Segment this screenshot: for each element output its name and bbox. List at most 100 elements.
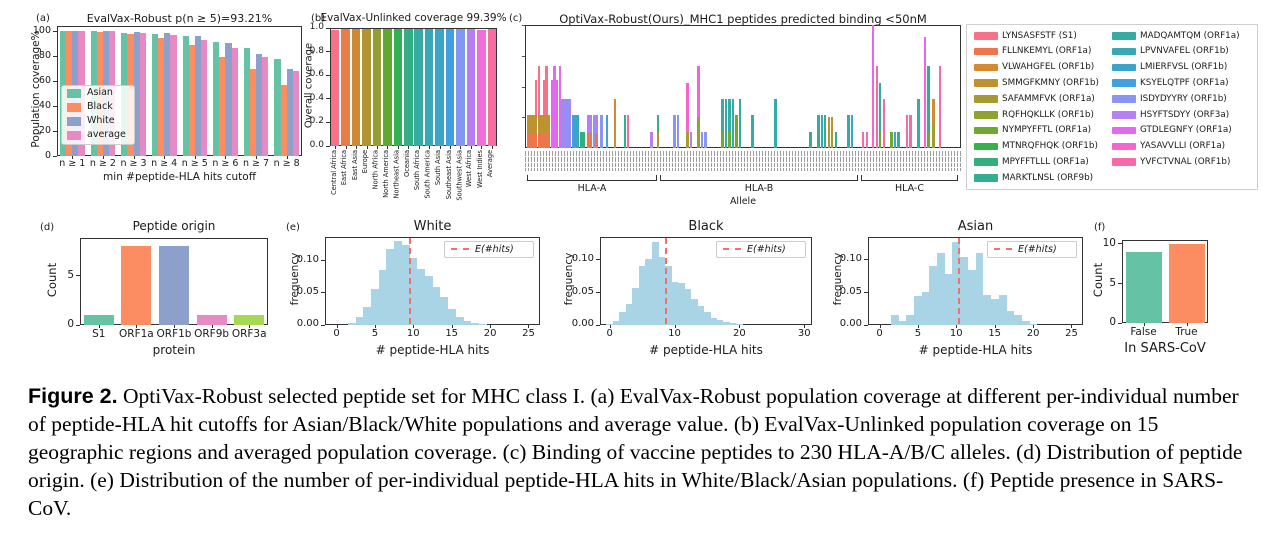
category-bar bbox=[487, 29, 497, 146]
histogram-bin bbox=[671, 281, 679, 325]
x-tick-mark bbox=[460, 146, 462, 149]
category-bar bbox=[456, 29, 465, 146]
allele-bar bbox=[545, 65, 548, 115]
x-tick-mark bbox=[917, 325, 919, 328]
allele-bar bbox=[927, 65, 930, 132]
allele-bar bbox=[721, 98, 724, 132]
allele-bar bbox=[774, 98, 777, 148]
x-tick-mark bbox=[956, 325, 958, 328]
y-tick-label: 0.10 bbox=[571, 253, 594, 265]
legend-swatch bbox=[974, 63, 998, 72]
allele-bar bbox=[569, 98, 572, 148]
x-tick-mark bbox=[174, 325, 175, 328]
x-tick-mark bbox=[491, 146, 493, 149]
allele-bar bbox=[872, 86, 875, 148]
allele-bar bbox=[932, 123, 935, 148]
histogram-bin bbox=[952, 241, 961, 325]
y-tick-label: 0.2 bbox=[309, 116, 324, 127]
allele-bar bbox=[571, 114, 575, 148]
x-tick-label-text: East Africa bbox=[340, 150, 349, 186]
x-tick-mark bbox=[994, 325, 996, 328]
allele-bar bbox=[545, 133, 548, 148]
histogram-bin bbox=[417, 269, 426, 325]
x-tick-mark bbox=[804, 325, 806, 328]
histogram-bin bbox=[1029, 323, 1038, 325]
x-tick-label: n ≥ 8 bbox=[273, 158, 300, 169]
group-bar-average bbox=[170, 35, 177, 156]
y-tick-mark bbox=[76, 324, 80, 326]
group-bar-White bbox=[256, 54, 263, 156]
x-tick-label: n ≥ 6 bbox=[212, 158, 239, 169]
category-bar bbox=[234, 315, 265, 325]
histogram-bin bbox=[723, 321, 730, 325]
allele-bar bbox=[879, 132, 882, 148]
group-bar-Black bbox=[219, 57, 226, 156]
y-tick-label: 20 bbox=[38, 124, 51, 136]
allele-bar bbox=[605, 114, 609, 148]
panel-e3: Asian frequency 0.00 0.05 0.10 # peptide-HLA … bbox=[826, 215, 1088, 365]
y-tick-label: 0.10 bbox=[296, 253, 319, 265]
allele-bar bbox=[532, 133, 535, 148]
panel-letter: (c) bbox=[509, 13, 523, 24]
legend-dash-sample bbox=[994, 248, 1012, 250]
x-tick-label: 10 bbox=[406, 328, 420, 339]
histogram-bin bbox=[914, 295, 923, 325]
histogram-bin bbox=[424, 276, 433, 325]
x-tick-label: ORF3a bbox=[231, 328, 267, 340]
y-tick-mark bbox=[522, 55, 525, 57]
allele-bar bbox=[909, 114, 912, 148]
allele-bar bbox=[728, 132, 731, 148]
histogram-bin bbox=[921, 292, 930, 325]
y-tick-label: 0.8 bbox=[309, 45, 324, 56]
panel-title: EvalVax-Unlinked coverage 99.39% bbox=[320, 12, 507, 24]
x-tick-mark bbox=[256, 156, 258, 159]
legend-swatch bbox=[67, 117, 81, 126]
allele-bar bbox=[932, 98, 935, 124]
x-tick-mark bbox=[1143, 323, 1145, 326]
category-bar bbox=[159, 245, 189, 325]
category-bar bbox=[445, 28, 455, 146]
hla-group-label: HLA-C bbox=[894, 183, 924, 194]
histogram-bin bbox=[632, 288, 640, 325]
category-bar bbox=[477, 29, 486, 146]
x-tick-mark bbox=[133, 156, 135, 159]
group-bar-average bbox=[292, 71, 299, 156]
y-tick-label: 0.4 bbox=[309, 92, 324, 103]
histogram-bin bbox=[710, 317, 717, 325]
legend-swatch bbox=[1112, 95, 1136, 103]
x-tick-label: n ≥ 2 bbox=[89, 158, 116, 169]
panel-letter: (d) bbox=[40, 222, 55, 233]
y-tick-mark bbox=[864, 291, 868, 293]
x-tick-mark bbox=[528, 325, 530, 328]
legend-box bbox=[444, 241, 534, 258]
category-bar bbox=[1168, 243, 1205, 323]
legend-dash-sample bbox=[723, 248, 741, 250]
allele-bar bbox=[595, 114, 598, 134]
y-tick-mark bbox=[522, 25, 525, 26]
histogram-bin bbox=[729, 323, 737, 325]
legend-swatch bbox=[974, 47, 998, 56]
y-tick-mark bbox=[596, 324, 600, 326]
x-tick-mark bbox=[1071, 325, 1073, 328]
y-tick-label: 0 bbox=[44, 149, 51, 161]
legend-swatch bbox=[974, 32, 998, 40]
allele-bar bbox=[542, 80, 546, 115]
x-tick-label: 30 bbox=[797, 328, 811, 339]
allele-bar bbox=[566, 98, 569, 148]
group-bar-Asian bbox=[274, 59, 281, 156]
y-tick-label: 0.05 bbox=[839, 285, 862, 297]
legend-item-label: LYNSASFSTF (S1) bbox=[1002, 30, 1077, 41]
allele-bar bbox=[905, 114, 909, 148]
category-bar bbox=[1125, 251, 1162, 323]
allele-bar bbox=[561, 98, 564, 148]
histogram-bin bbox=[625, 304, 633, 325]
panel-title: White bbox=[413, 219, 452, 234]
histogram-bin bbox=[455, 317, 464, 325]
y-tick-label: 0 bbox=[1109, 316, 1116, 329]
y-tick-mark bbox=[326, 145, 330, 147]
x-tick-label: 5 bbox=[371, 328, 379, 339]
y-tick-mark bbox=[321, 259, 325, 261]
allele-bar bbox=[542, 114, 546, 134]
allele-bar bbox=[927, 132, 930, 148]
legend-dash-sample bbox=[451, 248, 469, 250]
